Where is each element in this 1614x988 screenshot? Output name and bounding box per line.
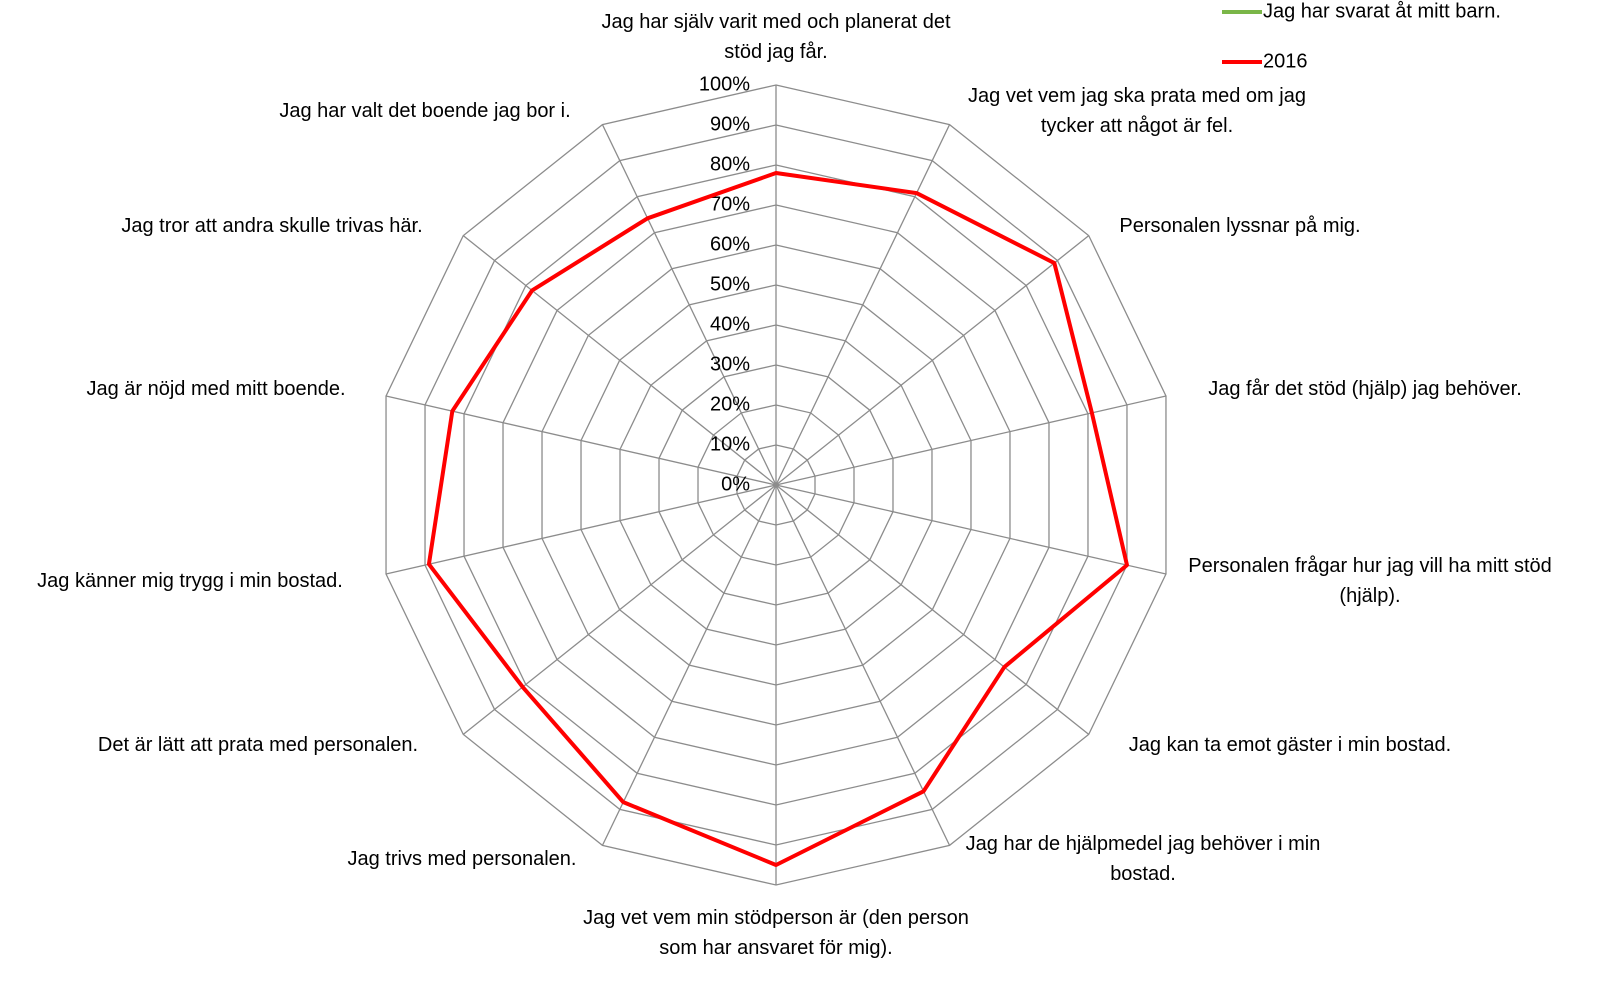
y-tick-label: 20% (710, 393, 750, 415)
legend-label: Jag har svarat åt mitt barn. (1263, 0, 1501, 22)
spoke (775, 124, 951, 486)
category-label: Jag är nöjd med mitt boende. (86, 378, 346, 400)
category-label: Personalen frågar hur jag vill ha mitt s… (1188, 555, 1552, 607)
spoke (775, 484, 951, 846)
category-label: Jag känner mig trygg i min bostad. (37, 570, 343, 592)
y-tick-label: 50% (710, 273, 750, 295)
spoke (775, 395, 1167, 486)
category-label: Jag har de hjälpmedel jag behöver i min … (965, 833, 1321, 885)
category-label: Det är lätt att prata med personalen. (97, 734, 419, 756)
y-tick-label: 90% (710, 113, 750, 135)
y-tick-label: 40% (710, 313, 750, 335)
legend-label: 2016 (1263, 50, 1308, 72)
spoke (601, 484, 777, 846)
category-label: Jag kan ta emot gäster i min bostad. (1128, 734, 1452, 756)
y-tick-label: 60% (710, 233, 750, 255)
y-tick-label: 10% (710, 433, 750, 455)
category-label: Jag tror att andra skulle trivas här. (121, 215, 423, 237)
category-label: Jag har själv varit med och planerat det… (601, 11, 951, 63)
category-label: Jag vet vem min stödperson är (den perso… (583, 907, 969, 959)
y-tick-label: 100% (699, 73, 750, 95)
y-tick-label: 80% (710, 153, 750, 175)
spoke (462, 235, 777, 486)
spoke (775, 484, 1090, 735)
category-label: Jag får det stöd (hjälp) jag behöver. (1208, 378, 1522, 400)
category-label: Personalen lyssnar på mig. (1119, 215, 1361, 237)
spoke (601, 124, 777, 486)
category-label: Jag vet vem jag ska prata med om jag tyc… (968, 85, 1306, 137)
y-tick-label: 30% (710, 353, 750, 375)
spoke (775, 235, 1090, 486)
category-label: Jag har valt det boende jag bor i. (279, 100, 571, 122)
spoke (462, 484, 777, 735)
spoke (775, 484, 1167, 575)
category-label: Jag trivs med personalen. (347, 848, 577, 870)
series-line (426, 171, 1129, 867)
spoke (385, 484, 777, 575)
y-tick-label: 70% (710, 193, 750, 215)
y-tick-label: 0% (721, 473, 750, 495)
